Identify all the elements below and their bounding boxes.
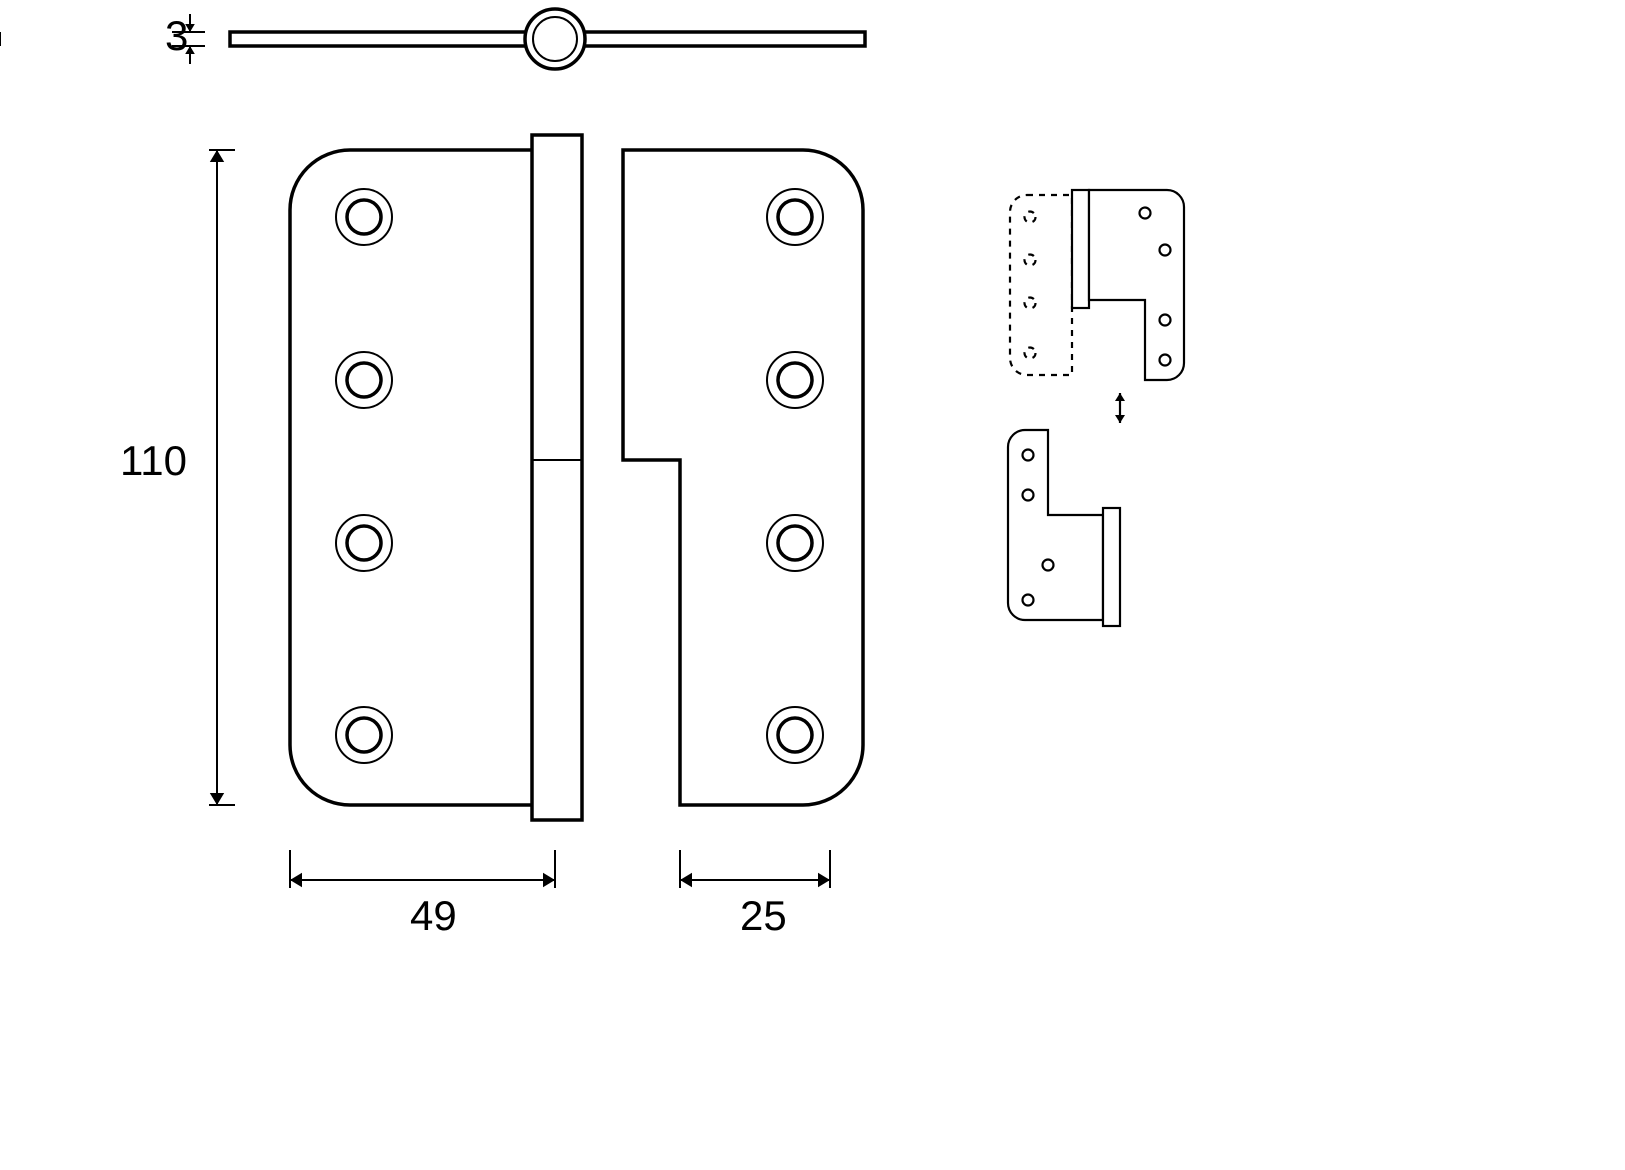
dim-thickness-label: 3 xyxy=(165,12,188,59)
dim-right-width-label: 25 xyxy=(740,892,787,939)
dim-height-label: 110 xyxy=(120,437,187,484)
technical-drawing: 3 110 49 25 xyxy=(0,0,1625,1170)
assembly-mini xyxy=(1008,190,1184,626)
left-leaf xyxy=(290,150,555,805)
right-leaf xyxy=(623,150,863,805)
knuckle-barrel xyxy=(532,135,582,820)
dim-leaf-width-label: 49 xyxy=(410,892,457,939)
